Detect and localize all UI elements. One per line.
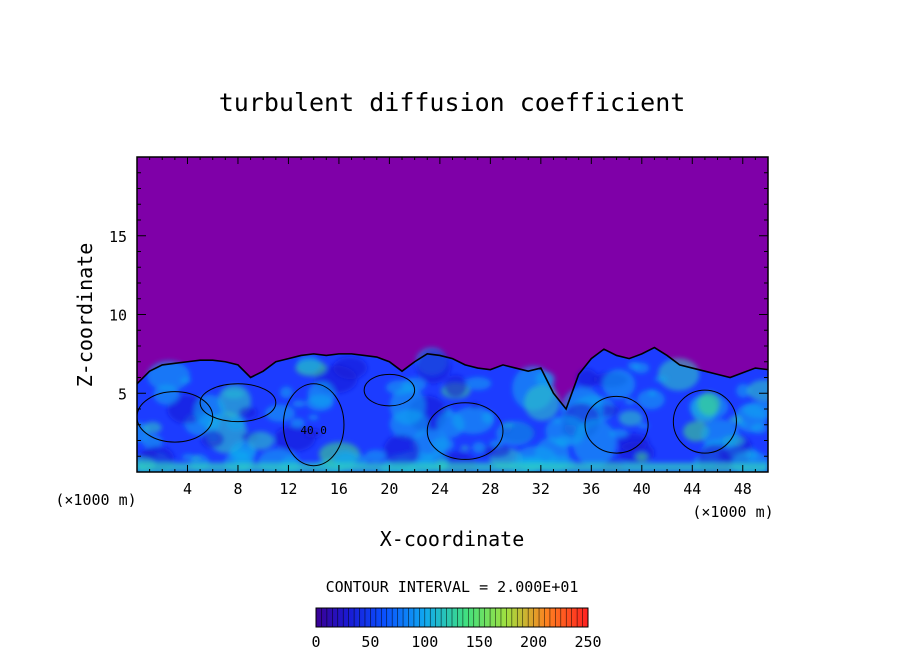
colorbar: 0 50 100 150 200 250: [311, 607, 602, 651]
eddy-blob: [238, 406, 258, 419]
contour-line: [363, 373, 416, 407]
contour-line: [584, 395, 649, 454]
eddy-blob: [648, 389, 657, 397]
eddy-blob: [545, 415, 587, 447]
eddy-blob: [460, 445, 469, 451]
y-tick-label: 5: [118, 385, 127, 403]
eddy-blob: [229, 440, 257, 466]
eddy-blob: [416, 349, 451, 384]
eddy-blob: [193, 394, 226, 428]
eddy-blob: [147, 360, 191, 392]
colorbar-tick-label: 0: [311, 633, 320, 651]
x-tick-label: 8: [233, 480, 242, 498]
eddy-blob: [697, 391, 721, 416]
eddy-blob: [192, 456, 201, 460]
x-tick-label: 24: [431, 480, 449, 498]
eddy-blob: [602, 369, 636, 400]
eddy-blob: [296, 355, 321, 374]
eddy-blob: [472, 441, 486, 454]
eddy-blob: [747, 379, 768, 402]
y-axis-label: Z-coordinate: [73, 243, 97, 388]
eddy-blob: [576, 368, 598, 389]
y-tick-label: 10: [109, 307, 127, 325]
contour-line: [672, 389, 737, 454]
x-tick-label: 4: [183, 480, 192, 498]
eddy-blob: [729, 415, 743, 424]
x-tick-label: 36: [582, 480, 600, 498]
eddy-blob: [279, 386, 293, 399]
eddy-blob: [180, 377, 192, 384]
eddy-blob: [181, 453, 196, 461]
eddy-blob: [444, 375, 468, 398]
eddy-blob: [481, 444, 511, 459]
eddy-blob: [143, 421, 162, 434]
eddy-blob: [736, 383, 751, 398]
eddy-blob: [226, 416, 246, 431]
colorbar-frame: [315, 607, 589, 628]
eddy-blob: [745, 448, 759, 461]
x-tick-label: 20: [380, 480, 398, 498]
eddy-blob: [618, 410, 643, 427]
colorbar-tick-label: 200: [520, 633, 547, 651]
eddy-blob: [383, 434, 420, 468]
eddy-blob: [464, 376, 492, 391]
x-unit-label: (×1000 m): [55, 491, 136, 509]
surface-layer-band: [137, 462, 768, 472]
eddy-blob: [496, 421, 535, 446]
contour-interval-label: CONTOUR INTERVAL = 2.000E+01: [326, 578, 579, 596]
x-tick-label: 12: [279, 480, 297, 498]
turbulent-eddies: [137, 347, 768, 472]
inner-contours: [137, 373, 737, 467]
chart-title: turbulent diffusion coefficient: [219, 88, 686, 117]
eddy-blob: [698, 444, 732, 472]
eddy-blob: [139, 450, 158, 459]
y-tick-label: 15: [109, 228, 127, 246]
colorbar-tick-label: 50: [361, 633, 379, 651]
contour-line: [199, 383, 277, 423]
eddy-blob: [290, 418, 305, 428]
x-tick-label: 48: [734, 480, 752, 498]
eddy-blob: [308, 414, 319, 421]
eddy-blob: [524, 384, 560, 421]
x-tick-label: 16: [330, 480, 348, 498]
x-tick-label: 44: [683, 480, 701, 498]
eddy-blob: [654, 376, 668, 382]
eddy-blob: [389, 386, 426, 425]
eddy-blob: [637, 423, 650, 429]
x-tick-label: 28: [481, 480, 499, 498]
eddy-blob: [637, 389, 665, 410]
x-axis-label: X-coordinate: [380, 527, 525, 551]
eddy-blob: [306, 394, 334, 411]
eddy-blob: [292, 400, 306, 408]
eddy-blob: [153, 384, 180, 405]
mixed-layer-contour: [137, 346, 768, 411]
colorbar-tick-label: 100: [411, 633, 438, 651]
x-unit-label-right: (×1000 m): [692, 503, 773, 521]
eddy-blob: [635, 452, 648, 462]
eddy-blob: [627, 361, 640, 371]
eddy-blob: [616, 433, 649, 451]
eddy-blob: [436, 411, 465, 438]
eddy-blob: [701, 419, 740, 451]
eddy-blob: [265, 404, 296, 422]
contour-line: [282, 383, 345, 467]
eddy-blob: [200, 430, 225, 449]
eddy-blob: [737, 421, 748, 427]
x-tick-label: 40: [633, 480, 651, 498]
contour-value-label: 40.0: [300, 424, 327, 437]
colorbar-tick-label: 150: [466, 633, 493, 651]
contour-line: [426, 402, 504, 460]
colorbar-tick-label: 250: [574, 633, 601, 651]
x-tick-label: 32: [532, 480, 550, 498]
eddy-blob: [365, 449, 387, 462]
eddy-blob: [247, 431, 274, 450]
eddy-blob: [657, 358, 700, 391]
